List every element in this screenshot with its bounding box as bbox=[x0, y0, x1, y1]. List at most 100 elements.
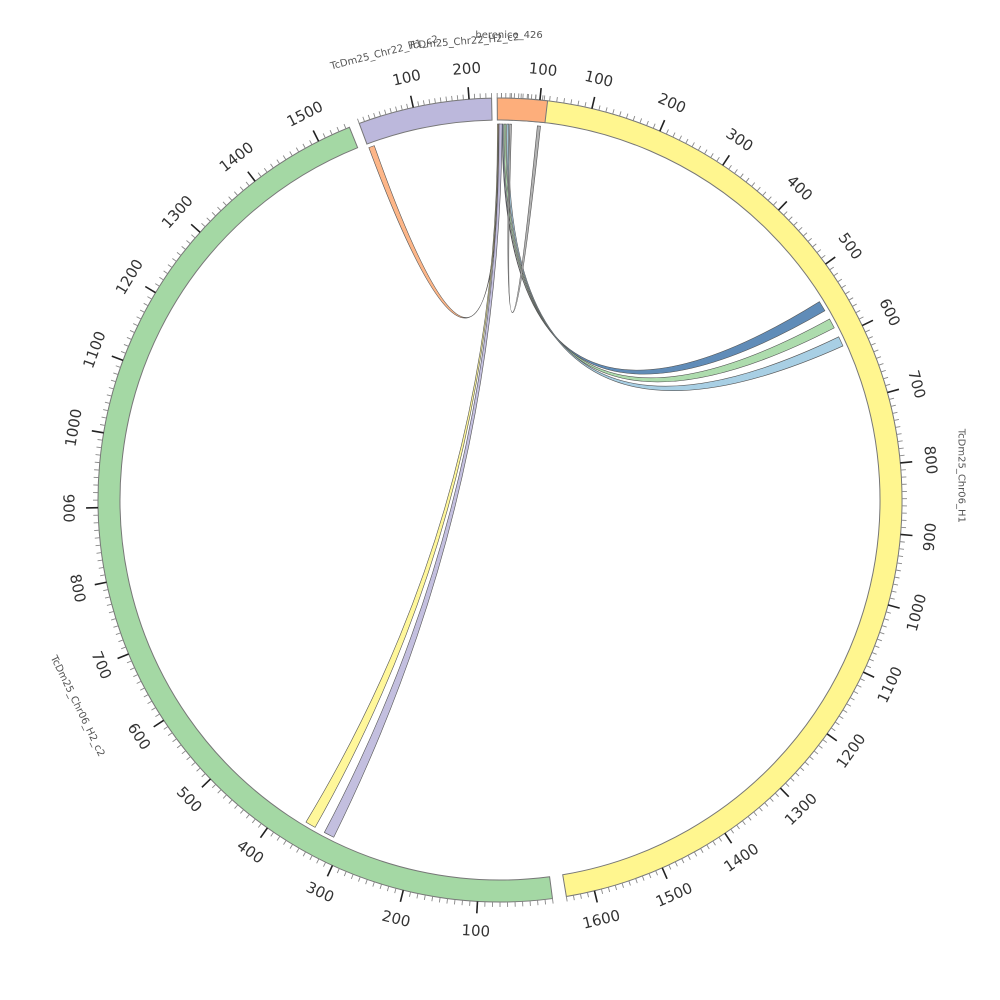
major-tick-chr06_h1-1600 bbox=[593, 890, 599, 903]
minor-tick-chr06_h1-460 bbox=[807, 237, 812, 242]
minor-tick-chr06_h1-430 bbox=[793, 221, 798, 226]
major-tick-chr06_h1-1000 bbox=[887, 604, 900, 609]
major-tick-chr06_h2-600 bbox=[153, 719, 165, 728]
minor-tick-chr06_h2-190 bbox=[409, 891, 412, 897]
segments-layer bbox=[86, 87, 913, 914]
minor-tick-chr06_h2-130 bbox=[454, 899, 456, 905]
minor-tick-chr06_h1-1150 bbox=[846, 703, 852, 707]
minor-tick-chr06_h1-1320 bbox=[769, 797, 774, 802]
minor-tick-chr06_h1-930 bbox=[898, 555, 904, 557]
tick-label-chr06_h1-600: 600 bbox=[875, 296, 904, 330]
major-tick-chr06_h1-900 bbox=[900, 533, 913, 537]
minor-tick-chr06_h1-1520 bbox=[648, 873, 652, 879]
minor-tick-chr22_h1-70 bbox=[395, 106, 398, 112]
minor-tick-chr06_h1-520 bbox=[833, 272, 839, 277]
minor-tick-chr06_h1-420 bbox=[788, 216, 793, 221]
minor-tick-chr06_h1-1210 bbox=[822, 739, 828, 743]
tick-label-chr06_h1-500: 500 bbox=[835, 229, 866, 263]
minor-tick-chr06_h2-720 bbox=[118, 639, 124, 643]
minor-tick-chr06_h1-560 bbox=[848, 297, 854, 301]
minor-tick-chr06_h1-1370 bbox=[742, 820, 746, 825]
minor-tick-chr06_h1-620 bbox=[867, 336, 873, 339]
major-tick-chr06_h1-800 bbox=[900, 461, 913, 464]
minor-tick-chr06_h2-1490 bbox=[309, 140, 313, 145]
major-tick-chr22_h1-200 bbox=[467, 87, 470, 100]
minor-tick-chr22_h1-80 bbox=[400, 105, 403, 111]
minor-tick-chr06_h2-0 bbox=[552, 898, 554, 904]
link-berenice_426-chr06_h1-1 bbox=[503, 123, 835, 383]
minor-tick-chr06_h1-380 bbox=[767, 196, 772, 201]
minor-tick-chr06_h2-280 bbox=[343, 871, 347, 877]
minor-tick-chr06_h1-1510 bbox=[655, 870, 658, 876]
minor-tick-chr06_h2-1030 bbox=[103, 409, 109, 412]
minor-tick-chr06_h1-1130 bbox=[853, 690, 859, 695]
minor-tick-chr06_h1-680 bbox=[883, 376, 889, 380]
minor-tick-chr06_h2-240 bbox=[372, 881, 375, 887]
minor-tick-chr06_h2-570 bbox=[172, 738, 177, 743]
minor-tick-chr22_h1-90 bbox=[406, 103, 409, 109]
minor-tick-chr06_h2-1470 bbox=[295, 147, 300, 153]
minor-tick-chr06_h2-690 bbox=[126, 660, 132, 664]
link-berenice_426-chr06_h1-0 bbox=[501, 123, 826, 375]
major-tick-chr06_h2-1100 bbox=[111, 355, 124, 362]
minor-tick-chr06_h2-310 bbox=[323, 862, 327, 867]
minor-tick-chr06_h1-770 bbox=[897, 440, 903, 443]
minor-tick-chr06_h2-660 bbox=[136, 680, 142, 684]
minor-tick-chr06_h1-410 bbox=[783, 211, 788, 216]
minor-tick-chr06_h2-170 bbox=[423, 894, 426, 900]
minor-tick-chr06_h1-1060 bbox=[874, 645, 880, 649]
minor-tick-chr06_h2-1310 bbox=[201, 222, 206, 228]
major-tick-chr06_h1-1500 bbox=[661, 867, 668, 880]
minor-tick-chr06_h1-240 bbox=[685, 138, 689, 144]
minor-tick-chr06_h1-1410 bbox=[718, 836, 722, 842]
minor-tick-chr06_h2-490 bbox=[211, 783, 217, 789]
tick-label-chr06_h2-1300: 1300 bbox=[158, 192, 197, 232]
minor-tick-chr06_h1-1080 bbox=[869, 658, 874, 662]
minor-tick-chr06_h2-340 bbox=[302, 851, 306, 857]
minor-tick-chr06_h2-1320 bbox=[206, 217, 211, 222]
minor-tick-chr06_h2-1170 bbox=[139, 309, 145, 313]
minor-tick-chr06_h1-1640 bbox=[565, 896, 568, 902]
minor-tick-chr06_h2-1040 bbox=[104, 401, 110, 404]
minor-tick-chr22_h1-110 bbox=[417, 101, 420, 107]
minor-tick-chr06_h1-1390 bbox=[730, 828, 735, 834]
major-tick-chr06_h2-1500 bbox=[312, 130, 320, 142]
major-tick-chr06_h2-700 bbox=[117, 653, 129, 660]
minor-tick-chr06_h1-470 bbox=[812, 243, 817, 248]
minor-tick-chr06_h2-180 bbox=[416, 893, 419, 899]
minor-tick-chr06_h1-610 bbox=[865, 329, 870, 333]
minor-tick-chr06_h1-1620 bbox=[579, 893, 582, 899]
minor-tick-chr06_h2-820 bbox=[98, 567, 104, 569]
minor-tick-chr22_h1-30 bbox=[373, 112, 376, 119]
tick-label-chr06_h2-1000: 1000 bbox=[62, 407, 86, 448]
minor-tick-chr06_h2-260 bbox=[358, 876, 361, 882]
minor-tick-chr06_h2-250 bbox=[365, 879, 368, 885]
minor-tick-chr06_h1-580 bbox=[855, 310, 861, 314]
minor-tick-chr06_h1-1330 bbox=[764, 802, 769, 807]
minor-tick-chr06_h1-1360 bbox=[747, 816, 752, 821]
minor-tick-chr06_h1-1010 bbox=[886, 611, 892, 614]
tick-label-chr22_h2-100: 100 bbox=[528, 59, 558, 80]
minor-tick-chr06_h1-1590 bbox=[600, 888, 604, 894]
minor-tick-chr06_h1-690 bbox=[885, 383, 891, 387]
minor-tick-chr06_h2-650 bbox=[140, 687, 145, 691]
minor-tick-chr06_h2-1270 bbox=[181, 246, 186, 250]
minor-tick-chr06_h1-340 bbox=[745, 177, 750, 183]
major-tick-chr06_h1-500 bbox=[825, 256, 836, 265]
link-chr22_h1-chr22_h2-3 bbox=[368, 123, 501, 319]
minor-tick-chr06_h1-370 bbox=[762, 191, 767, 196]
minor-tick-chr06_h1-1450 bbox=[693, 851, 698, 857]
minor-tick-chr06_h1-50 bbox=[556, 97, 558, 103]
minor-tick-chr06_h2-1190 bbox=[147, 296, 152, 300]
tick-label-chr06_h1-1200: 1200 bbox=[833, 730, 870, 772]
minor-tick-chr06_h1-550 bbox=[844, 291, 850, 295]
minor-tick-chr06_h1-190 bbox=[652, 123, 656, 129]
minor-tick-chr06_h1-260 bbox=[697, 145, 702, 151]
minor-tick-chr06_h1-70 bbox=[570, 99, 573, 105]
minor-tick-chr06_h2-380 bbox=[276, 836, 281, 841]
minor-tick-chr06_h2-1350 bbox=[222, 201, 227, 206]
minor-tick-chr06_h1-140 bbox=[619, 111, 622, 117]
tick-label-chr06_h2-1200: 1200 bbox=[112, 256, 147, 298]
minor-tick-chr06_h2-1510 bbox=[322, 133, 326, 139]
minor-tick-chr06_h1-920 bbox=[898, 548, 905, 550]
